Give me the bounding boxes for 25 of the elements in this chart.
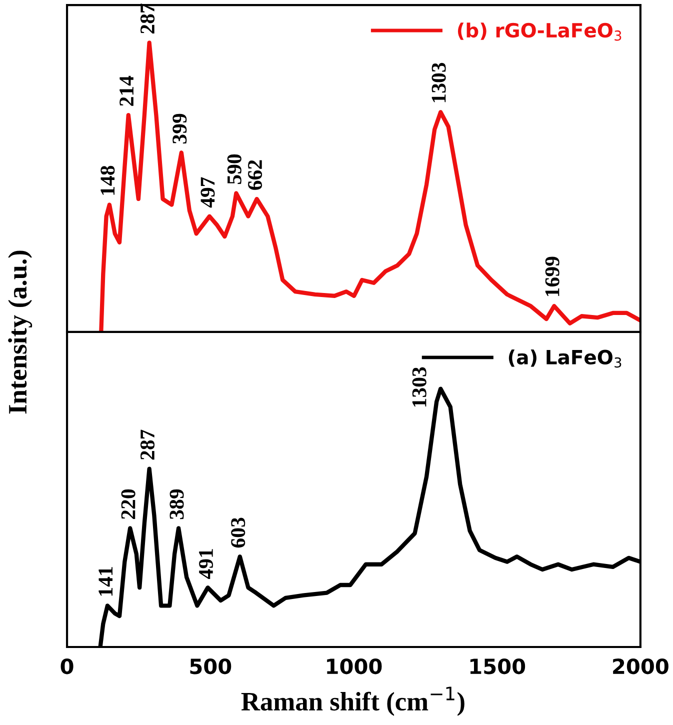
annotation: 1303: [432, 62, 446, 102]
x-tick-label: 1500: [470, 658, 526, 674]
x-tick-label: 0: [60, 658, 74, 674]
annotation: 141: [98, 567, 112, 596]
annotation: 399: [172, 114, 187, 144]
annotation: 1699: [545, 256, 560, 296]
annotation: 497: [200, 177, 215, 208]
legend-label: (a) LaFeO$_{3}$: [508, 349, 622, 368]
annotation: 287: [140, 430, 155, 460]
annotation: 590: [227, 154, 242, 184]
annotation: 220: [121, 489, 136, 520]
annotation: 603: [231, 518, 246, 548]
annotation: 662: [248, 160, 262, 190]
annotation: 214: [120, 76, 134, 106]
x-tick-label: 1000: [327, 658, 382, 674]
annotation: 491: [199, 549, 214, 579]
annotation: 148: [100, 166, 115, 195]
x-axis-title: Raman shift (cm$^{−1}$): [241, 686, 464, 716]
annotation: 389: [170, 489, 184, 520]
annotation: 1303: [412, 367, 426, 407]
x-tick-label: 500: [190, 658, 232, 674]
y-axis-title: Intensity (a.u.): [8, 250, 32, 414]
x-tick-label: 2000: [613, 658, 668, 674]
annotation: 287: [140, 4, 155, 34]
legend-label: (b) rGO-LaFeO$_{3}$: [458, 22, 622, 41]
